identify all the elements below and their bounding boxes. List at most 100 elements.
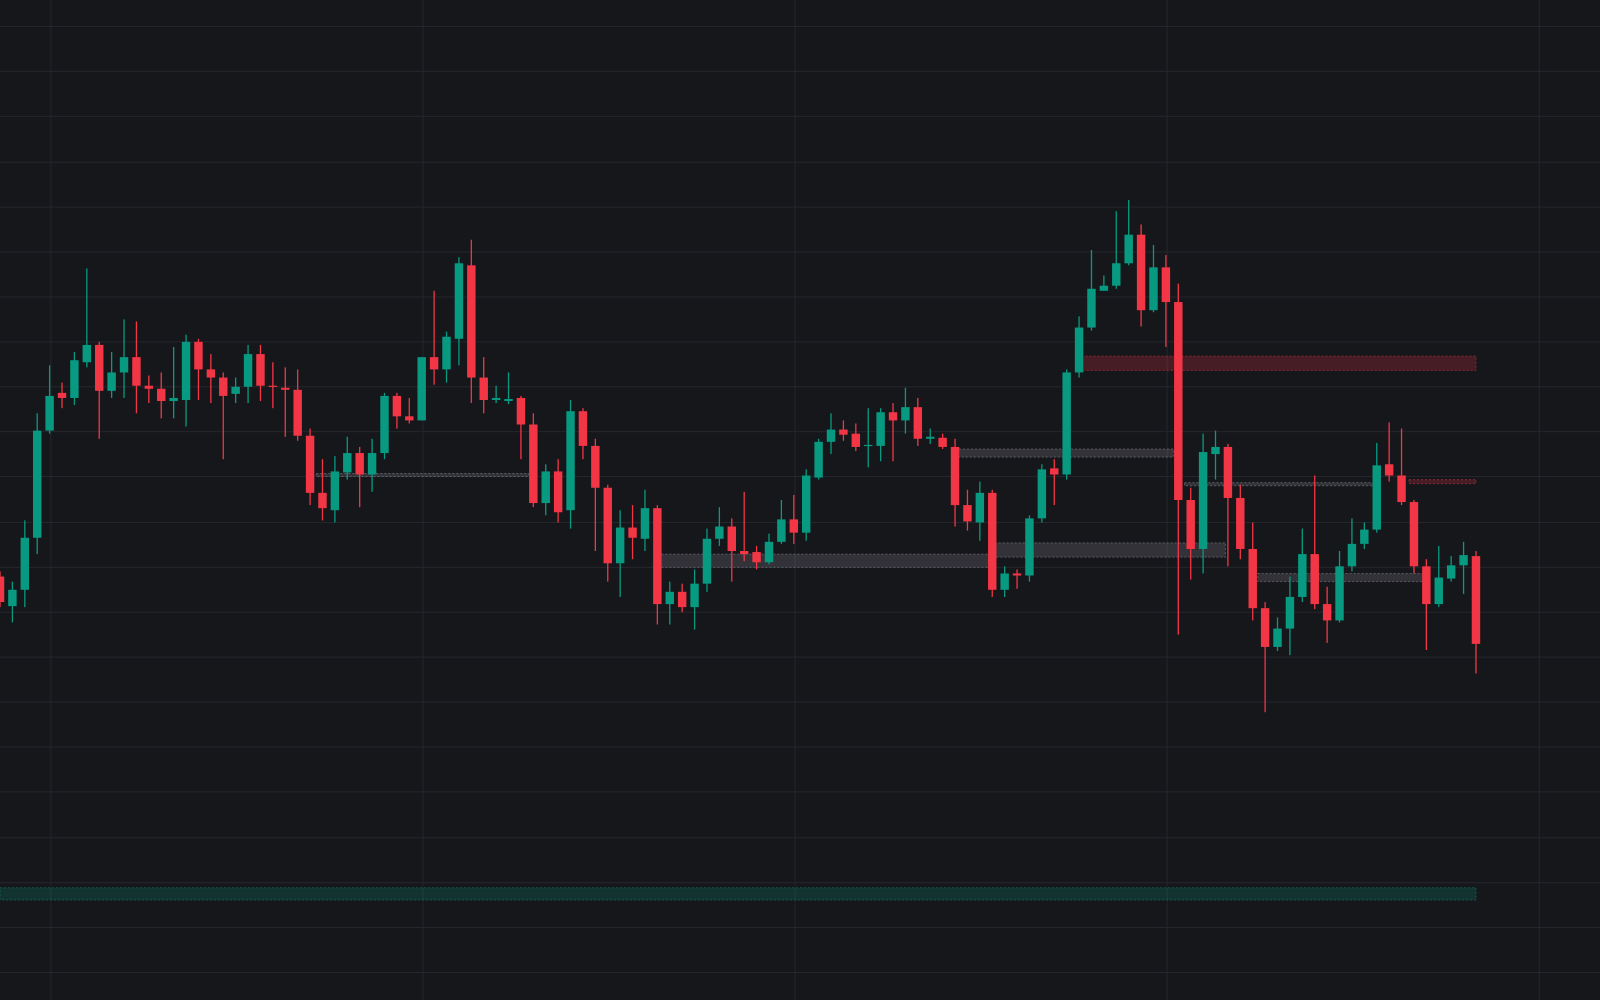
candle-body	[330, 471, 340, 511]
candle-body	[45, 395, 54, 431]
candle-body	[752, 552, 761, 563]
candle-body	[491, 397, 501, 400]
candle-body	[1198, 452, 1208, 549]
candle-body	[529, 424, 538, 504]
candle-body	[739, 551, 749, 555]
candle-body	[988, 492, 997, 590]
candle-body	[305, 435, 315, 493]
candle-body	[57, 392, 67, 398]
candle-body	[901, 407, 910, 421]
candle-body	[1099, 285, 1109, 291]
candle-body	[1149, 267, 1158, 311]
candle-body	[1161, 267, 1171, 303]
candle-body	[454, 263, 464, 339]
candle-body	[913, 407, 923, 439]
candle-body	[677, 591, 687, 608]
candle-body	[256, 354, 265, 386]
candle-body	[281, 387, 290, 390]
candle-body	[826, 429, 836, 442]
candle-body	[1223, 446, 1233, 498]
candle-body	[429, 357, 439, 370]
candle-body	[640, 508, 650, 539]
candle-body	[107, 372, 116, 391]
candle-body	[926, 436, 935, 439]
candle-body	[20, 537, 30, 590]
candle-body	[975, 492, 985, 523]
candle-body	[615, 527, 625, 564]
candle-body	[1298, 554, 1307, 597]
candle-body	[1360, 529, 1369, 544]
candle-body	[1409, 502, 1419, 567]
candle-body	[764, 541, 774, 563]
candle-body	[355, 453, 364, 475]
candle-body	[665, 591, 674, 605]
candle-body	[1074, 327, 1084, 373]
candle-body	[839, 429, 848, 435]
candle-body	[1211, 446, 1220, 455]
candle-body	[479, 377, 488, 400]
candle-body	[268, 385, 278, 387]
candle-body	[70, 360, 79, 398]
candle-body	[1087, 288, 1096, 328]
candle-body	[181, 341, 191, 400]
candle-body	[1037, 469, 1047, 519]
zone	[1081, 355, 1477, 371]
candle-body	[318, 492, 327, 509]
zone	[994, 542, 1226, 558]
candle-body	[1136, 234, 1146, 311]
candle-body	[653, 508, 662, 605]
candle-body	[690, 583, 699, 608]
candle-body	[219, 377, 228, 396]
candle-body	[95, 344, 104, 391]
candle-body	[541, 471, 550, 504]
candle-body	[516, 397, 526, 425]
zone	[1408, 479, 1477, 485]
candle-body	[1310, 554, 1319, 605]
candle-body	[628, 527, 637, 538]
candle-body	[864, 444, 873, 447]
zone	[0, 887, 1477, 901]
candle-body	[950, 446, 960, 506]
candle-body	[1347, 543, 1357, 567]
candle-body	[814, 441, 823, 478]
candle-body	[578, 411, 588, 446]
zone	[1183, 482, 1378, 487]
candle-body	[603, 487, 612, 564]
candle-body	[1397, 475, 1406, 503]
candle-body	[392, 395, 402, 417]
candle-body	[591, 445, 600, 488]
candle-body	[1322, 604, 1332, 621]
candle-body	[1124, 234, 1133, 264]
candle-body	[82, 344, 92, 363]
candle-body	[1112, 263, 1121, 286]
candle-body	[467, 265, 476, 378]
candle-body	[32, 430, 42, 538]
candle-body	[1260, 608, 1270, 647]
candle-body	[1285, 596, 1295, 629]
candle-body	[119, 357, 129, 373]
candle-body	[343, 453, 352, 473]
candle-body	[1248, 548, 1257, 609]
candle-body	[1050, 468, 1059, 475]
candle-body	[1012, 573, 1022, 576]
candle-body	[417, 357, 426, 421]
candle-body	[702, 538, 712, 584]
candle-body	[206, 369, 216, 378]
candle-body	[293, 389, 302, 436]
candle-body	[442, 336, 451, 370]
candle-body	[504, 398, 513, 402]
candle-body	[405, 416, 414, 421]
candle-body	[1372, 465, 1381, 530]
candle-body	[1174, 302, 1183, 500]
candle-body	[789, 519, 799, 533]
candle-body	[715, 526, 724, 539]
candle-body	[0, 576, 5, 603]
candle-body	[367, 453, 377, 475]
candle-body	[169, 397, 178, 402]
candle-body	[194, 341, 203, 370]
candle-body	[1446, 565, 1456, 579]
candle-body	[1186, 500, 1195, 549]
